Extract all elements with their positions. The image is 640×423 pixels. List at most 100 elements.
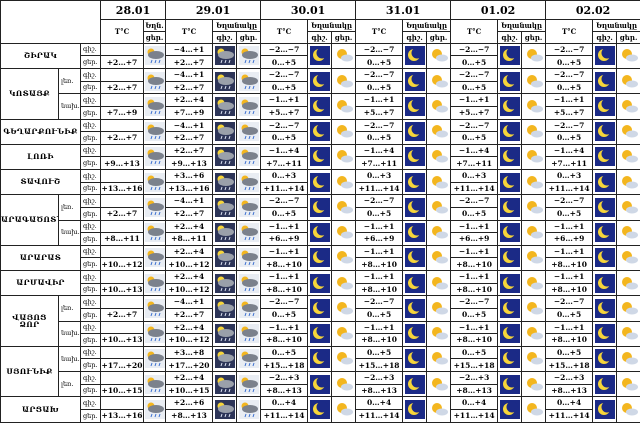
temp-header: T°C: [260, 19, 309, 44]
weather-icon: [214, 223, 235, 243]
temp-cell: −1…+1: [545, 320, 594, 335]
icon-cell: [143, 68, 167, 95]
temp-cell: +8…+10: [355, 333, 404, 347]
icon-cell: [616, 68, 640, 95]
icon-cell: [497, 345, 523, 373]
icon-cell: [212, 371, 238, 398]
temp-cell: [100, 371, 145, 385]
data-row: ԳԵՂԱՐՔՈՒՆԻՔ գիշ. −4…+1 −2…−7 −2…−7 −2…−7 −2…−7: [0, 118, 640, 145]
weather-icon: [618, 122, 639, 142]
weather-icon: [214, 71, 235, 91]
zone-label: նախ.: [58, 93, 81, 120]
temp-cell: [100, 396, 145, 410]
weather-icon: [309, 349, 330, 369]
region-name: ՇԻՐԱԿ: [0, 42, 81, 70]
icon-cell: [236, 169, 262, 196]
weather-icon: [238, 298, 259, 318]
temp-cell: +8…+13: [260, 383, 309, 398]
weather-icon: [333, 122, 354, 142]
temp-cell: +11…+14: [355, 181, 404, 196]
icon-cell: [616, 42, 640, 70]
temp-cell: +17…+20: [165, 358, 214, 373]
weather-icon: [523, 400, 544, 420]
icon-cell: [143, 194, 167, 221]
temp-cell: −1…+1: [545, 244, 594, 259]
temp-cell: +8…+10: [355, 282, 404, 297]
night-label: գիշ.: [79, 219, 102, 234]
temp-cell: +15…+18: [545, 358, 594, 373]
weather-icon: [499, 147, 520, 167]
icon-cell: [616, 396, 640, 423]
night-label: գիշ.: [79, 169, 102, 183]
weather-icon: [333, 374, 354, 394]
day-label: ցեր.: [79, 333, 102, 347]
temp-cell: 0…+5: [450, 206, 499, 221]
day-label: ցեր.: [79, 105, 102, 120]
icon-cell: [592, 345, 618, 373]
temp-cell: 0…+5: [450, 80, 499, 95]
temp-cell: −1…+1: [545, 93, 594, 107]
data-row: ցեր. +2…+7 +2…+7 0…+5 0…+5 0…+5 0…+5: [1, 131, 640, 145]
icon-cell: [236, 371, 262, 398]
icon-cell: [592, 396, 618, 423]
icon-cell: [426, 93, 452, 120]
temp-cell: [100, 295, 145, 309]
icon-cell: [236, 219, 262, 246]
weather-icon: [214, 248, 235, 268]
icon-cell: [143, 320, 167, 347]
corner-cell: [0, 0, 102, 44]
temp-cell: +5…+7: [355, 105, 404, 120]
weather-icon: [404, 197, 425, 217]
icon-cell: [331, 320, 357, 347]
temp-cell: +2…+7: [100, 206, 145, 221]
temp-cell: [100, 270, 145, 284]
weather-icon: [618, 248, 639, 268]
icon-cell: [307, 295, 333, 322]
icon-cell: [212, 93, 238, 120]
icon-cell: [307, 169, 333, 196]
weather-icon: [499, 349, 520, 369]
date-header: 28.01: [100, 0, 167, 21]
weather-icon: [594, 197, 615, 217]
weather-icon: [618, 400, 639, 420]
data-row: ցեր. +7…+9 +7…+9 +5…+7 +5…+7 +5…+7 +5…+7: [1, 105, 640, 120]
temp-cell: +6…+9: [450, 232, 499, 246]
icon-cell: [212, 270, 238, 297]
header-row: ցեր. գիշ. ցեր. գիշ. ցեր. գիշ. ցեր. գիշ. ցեր. գիշ.…: [1, 31, 640, 44]
weather-icon: [144, 172, 165, 192]
icon-cell: [426, 396, 452, 423]
icon-cell: [497, 270, 523, 297]
temp-cell: +5…+7: [450, 105, 499, 120]
temp-cell: +15…+18: [450, 358, 499, 373]
temp-cell: +5…+7: [545, 105, 594, 120]
icon-cell: [402, 93, 428, 120]
data-row: ՎԱՅՈՑ ՁՈՐ լեռ. գիշ. −4…+1 −2…−7 −2…−7 −2…−7 −2……: [0, 295, 640, 347]
weather-icon: [214, 374, 235, 394]
icon-cell: [592, 320, 618, 347]
weather-icon: [523, 273, 544, 293]
day-label: ցեր.: [79, 383, 102, 398]
weather-icon: [144, 223, 165, 243]
icon-cell: [497, 93, 523, 120]
temp-cell: −2…+3: [355, 371, 404, 385]
icon-cell: [307, 270, 333, 297]
icon-cell: [212, 42, 238, 70]
icon-cell: [143, 270, 167, 297]
day-label: ցեր.: [79, 80, 102, 95]
weather-icon: [594, 71, 615, 91]
zone-label: լեռ.: [58, 295, 81, 322]
temp-cell: 0…+5: [355, 55, 404, 70]
icon-cell: [616, 93, 640, 120]
weather-icon: [618, 349, 639, 369]
temp-cell: −1…+1: [355, 219, 404, 234]
temp-cell: −2…−7: [355, 68, 404, 82]
weather-icon: [333, 147, 354, 167]
weather-icon: [144, 273, 165, 293]
data-row: ցեր. +10…+15 +10…+15 +8…+13 +8…+13 +8…+13 +8…+…: [1, 383, 640, 398]
temp-cell: −4…+1: [165, 295, 214, 309]
temp-cell: 0…+5: [450, 307, 499, 322]
weather-icon: [428, 298, 449, 318]
temp-cell: −2…−7: [450, 68, 499, 82]
icon-cell: [331, 244, 357, 272]
